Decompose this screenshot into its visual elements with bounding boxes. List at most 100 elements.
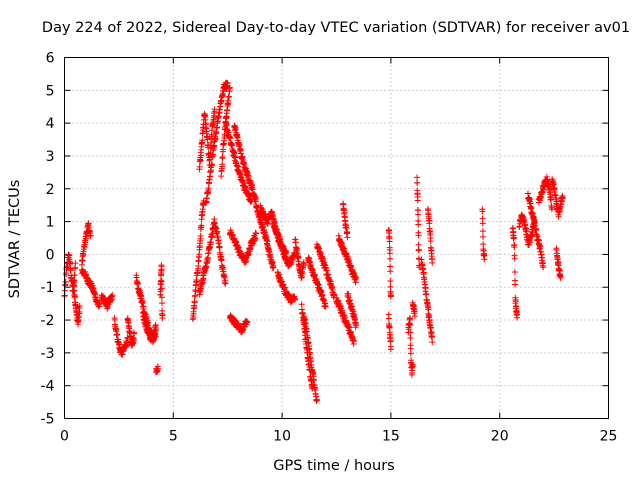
data-point — [310, 376, 317, 383]
data-point — [158, 300, 165, 307]
data-point — [199, 137, 206, 144]
data-point — [409, 363, 416, 370]
data-point — [211, 108, 218, 115]
data-point — [226, 84, 233, 91]
data-point — [411, 313, 418, 320]
data-point — [407, 335, 414, 342]
data-point — [158, 278, 165, 285]
data-point — [216, 244, 223, 251]
x-tick-label: 10 — [273, 429, 291, 445]
data-point — [407, 345, 414, 352]
data-point — [346, 324, 353, 331]
data-point — [313, 396, 320, 403]
grid — [64, 57, 609, 419]
data-point — [322, 303, 329, 310]
x-tick-label: 15 — [382, 429, 400, 445]
data-point — [387, 337, 394, 344]
data-point — [511, 255, 518, 262]
data-point — [344, 234, 351, 241]
data-point — [198, 222, 205, 229]
y-axis-label: SDTVAR / TECUs — [7, 180, 23, 299]
data-point — [406, 314, 413, 321]
data-point — [157, 288, 164, 295]
data-point — [353, 321, 360, 328]
y-tick-label: 1 — [46, 215, 55, 231]
data-point — [304, 334, 311, 341]
data-point — [124, 340, 131, 347]
y-tick-label: 3 — [46, 149, 55, 165]
data-point — [479, 228, 486, 235]
data-point — [223, 122, 230, 129]
data-point — [407, 329, 414, 336]
data-point — [114, 331, 121, 338]
data-points — [61, 79, 566, 404]
data-point — [130, 335, 137, 342]
data-point — [152, 328, 159, 335]
data-point — [387, 346, 394, 353]
data-point — [197, 233, 204, 240]
chart-title: Day 224 of 2022, Sidereal Day-to-day VTE… — [42, 20, 630, 36]
data-point — [234, 243, 241, 250]
data-point — [385, 315, 392, 322]
data-point — [190, 310, 197, 317]
data-point — [511, 242, 518, 249]
data-point — [548, 206, 555, 213]
data-point — [71, 272, 78, 279]
y-tick-label: -4 — [41, 379, 55, 395]
data-point — [208, 161, 215, 168]
data-point — [218, 257, 225, 264]
y-tick-label: -3 — [41, 346, 55, 362]
data-point — [72, 260, 79, 267]
data-point — [281, 284, 288, 291]
data-point — [292, 296, 299, 303]
data-point — [87, 232, 94, 239]
data-point — [559, 194, 566, 201]
data-point — [429, 333, 436, 340]
data-point — [235, 163, 242, 170]
data-point — [407, 321, 414, 328]
data-point — [219, 155, 226, 162]
data-point — [414, 179, 421, 186]
data-point — [422, 285, 429, 292]
y-tick-label: 6 — [46, 51, 55, 67]
data-point — [158, 285, 165, 292]
data-point — [387, 268, 394, 275]
y-tick-label: -5 — [41, 412, 55, 428]
data-point — [225, 100, 232, 107]
data-point — [109, 292, 116, 299]
data-point — [415, 211, 422, 218]
data-point — [207, 239, 214, 246]
plot-frame — [64, 57, 609, 419]
data-point — [197, 157, 204, 164]
data-point — [414, 174, 421, 181]
data-point — [415, 221, 422, 228]
data-point — [226, 93, 233, 100]
data-point — [479, 208, 486, 215]
data-point — [540, 264, 547, 271]
data-point — [415, 241, 422, 248]
data-point — [244, 318, 251, 325]
data-point — [353, 276, 360, 283]
data-point — [511, 269, 518, 276]
x-axis-label: GPS time / hours — [273, 458, 394, 474]
data-point — [344, 229, 351, 236]
data-point — [270, 264, 277, 271]
data-point — [204, 136, 211, 143]
data-point — [224, 80, 231, 87]
data-point — [387, 292, 394, 299]
data-point — [480, 241, 487, 248]
data-point — [386, 255, 393, 262]
data-point — [510, 235, 517, 242]
data-point — [426, 217, 433, 224]
data-point — [76, 303, 83, 310]
y-tick-label: 2 — [46, 182, 55, 198]
data-point — [427, 238, 434, 245]
data-point — [479, 220, 486, 227]
data-point — [311, 272, 318, 279]
data-point — [480, 233, 487, 240]
data-point — [67, 266, 74, 273]
data-point — [407, 350, 414, 357]
data-point — [429, 339, 436, 346]
data-point — [537, 243, 544, 250]
